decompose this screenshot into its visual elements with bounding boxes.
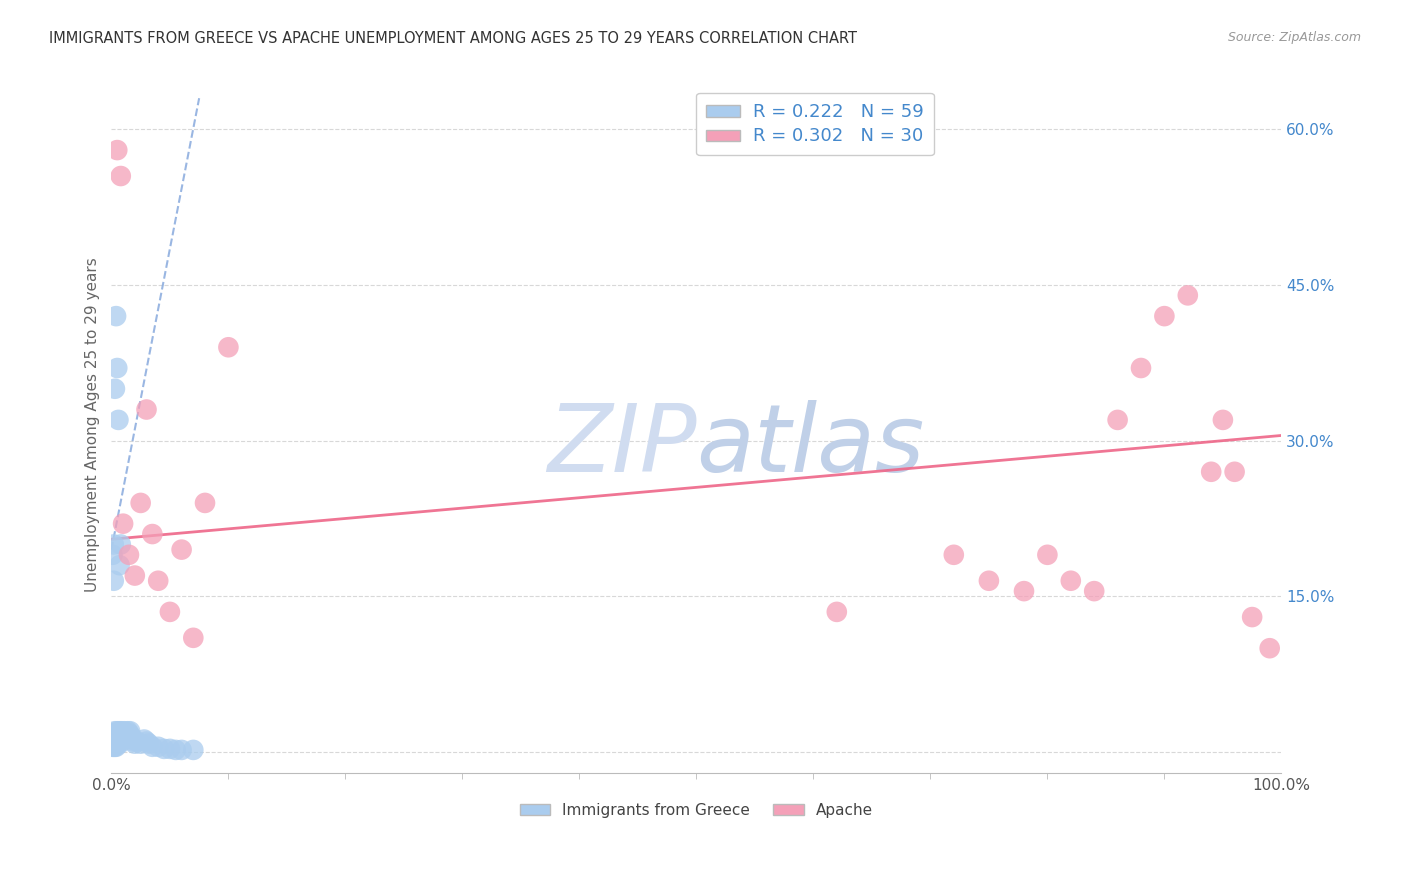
Point <box>124 568 146 582</box>
Point <box>107 734 129 748</box>
Point <box>181 631 204 645</box>
Point <box>105 361 128 376</box>
Point <box>114 730 136 744</box>
Point <box>115 726 138 740</box>
Point <box>134 732 156 747</box>
Point <box>181 743 204 757</box>
Point <box>107 730 129 744</box>
Point <box>112 730 135 744</box>
Text: Source: ZipAtlas.com: Source: ZipAtlas.com <box>1227 31 1361 45</box>
Point <box>111 724 134 739</box>
Point <box>120 730 142 744</box>
Point <box>148 739 170 754</box>
Point <box>141 739 163 754</box>
Point <box>135 402 157 417</box>
Point <box>153 742 176 756</box>
Point <box>118 548 141 562</box>
Point <box>104 732 127 747</box>
Point <box>105 737 128 751</box>
Point <box>170 743 193 757</box>
Point <box>194 496 217 510</box>
Point <box>108 737 131 751</box>
Point <box>942 548 965 562</box>
Text: ZIP: ZIP <box>547 401 696 491</box>
Point <box>103 537 125 551</box>
Point <box>138 737 160 751</box>
Point <box>1241 610 1264 624</box>
Point <box>127 734 149 748</box>
Point <box>108 724 131 739</box>
Point <box>1223 465 1246 479</box>
Point <box>124 737 146 751</box>
Point <box>129 496 152 510</box>
Point <box>105 143 128 157</box>
Point <box>1177 288 1199 302</box>
Point <box>112 516 135 531</box>
Text: atlas: atlas <box>696 401 925 491</box>
Point <box>105 309 128 323</box>
Point <box>120 724 142 739</box>
Point <box>108 558 131 573</box>
Text: IMMIGRANTS FROM GREECE VS APACHE UNEMPLOYMENT AMONG AGES 25 TO 29 YEARS CORRELAT: IMMIGRANTS FROM GREECE VS APACHE UNEMPLO… <box>49 31 858 46</box>
Point <box>105 726 128 740</box>
Point <box>217 340 239 354</box>
Point <box>141 527 163 541</box>
Point <box>1153 309 1175 323</box>
Point <box>103 734 125 748</box>
Point <box>118 726 141 740</box>
Point <box>111 732 134 747</box>
Point <box>107 413 129 427</box>
Point <box>135 734 157 748</box>
Legend: Immigrants from Greece, Apache: Immigrants from Greece, Apache <box>513 797 879 824</box>
Point <box>112 726 135 740</box>
Point <box>1036 548 1059 562</box>
Point <box>105 724 128 739</box>
Point <box>1107 413 1129 427</box>
Point <box>117 724 139 739</box>
Point <box>103 739 125 754</box>
Point <box>101 548 124 562</box>
Point <box>105 739 128 754</box>
Point <box>1258 641 1281 656</box>
Point <box>101 739 124 754</box>
Point <box>105 734 128 748</box>
Point <box>1130 361 1153 376</box>
Point <box>103 726 125 740</box>
Point <box>110 734 132 748</box>
Point <box>101 730 124 744</box>
Point <box>977 574 1000 588</box>
Point <box>104 382 127 396</box>
Point <box>825 605 848 619</box>
Point <box>122 734 145 748</box>
Point <box>110 537 132 551</box>
Point <box>110 169 132 183</box>
Point <box>101 734 124 748</box>
Point <box>1083 584 1105 599</box>
Point <box>148 574 170 588</box>
Point <box>103 574 125 588</box>
Point <box>159 605 181 619</box>
Point <box>108 731 131 746</box>
Point <box>110 726 132 740</box>
Point <box>170 542 193 557</box>
Point <box>1212 413 1234 427</box>
Point <box>1012 584 1035 599</box>
Point <box>1199 465 1222 479</box>
Point <box>112 731 135 746</box>
Point <box>159 742 181 756</box>
Point <box>112 724 135 739</box>
Point <box>105 731 128 746</box>
Point <box>104 724 127 739</box>
Point <box>1060 574 1083 588</box>
Point <box>104 737 127 751</box>
Point <box>121 732 143 747</box>
Point <box>129 737 152 751</box>
Y-axis label: Unemployment Among Ages 25 to 29 years: Unemployment Among Ages 25 to 29 years <box>86 258 100 592</box>
Point <box>165 743 187 757</box>
Point <box>104 739 127 754</box>
